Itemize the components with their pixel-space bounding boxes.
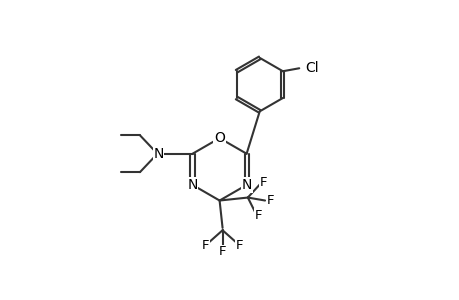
Text: F: F [255, 209, 262, 222]
Text: N: N [153, 147, 163, 161]
Text: O: O [214, 131, 224, 145]
Text: F: F [202, 238, 209, 252]
Text: Cl: Cl [304, 61, 318, 75]
Text: F: F [235, 238, 243, 252]
Text: N: N [241, 178, 251, 192]
Text: F: F [260, 176, 267, 189]
Text: F: F [266, 194, 274, 207]
Text: N: N [187, 178, 197, 192]
Text: N: N [241, 178, 251, 192]
Text: F: F [218, 245, 226, 258]
Text: N: N [153, 147, 163, 161]
Text: O: O [214, 131, 224, 145]
Text: N: N [187, 178, 197, 192]
